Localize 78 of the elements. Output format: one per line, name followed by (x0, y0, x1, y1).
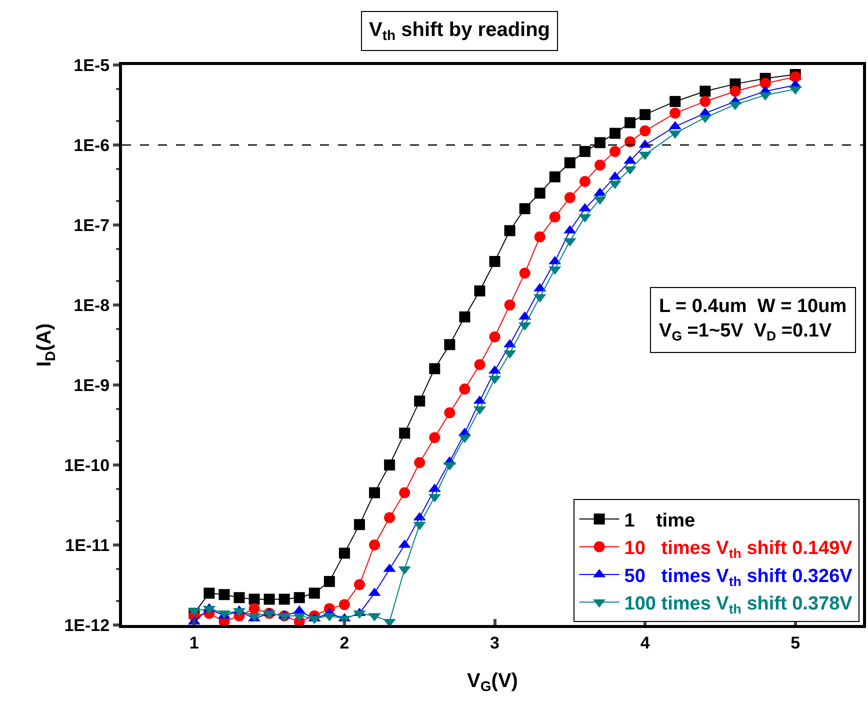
x-tick-label: 2 (340, 633, 350, 652)
x-tick-label: 4 (640, 633, 650, 652)
point (278, 594, 290, 605)
x-axis-title: V$_{G}$(V) (467, 670, 518, 694)
point (579, 176, 590, 187)
point (248, 603, 260, 614)
legend-label: 50 times V$_{th}$ shift 0.326V (624, 566, 853, 589)
y-tick-label: 1E-7 (74, 216, 110, 235)
point (234, 592, 245, 604)
point (549, 171, 560, 182)
point (429, 432, 440, 444)
x-tick-label: 5 (790, 633, 800, 652)
legend-label: 10 times V$_{th}$ shift 0.149V (624, 538, 853, 562)
y-tick-label: 1E-12 (64, 616, 110, 635)
point (264, 594, 275, 605)
point (384, 512, 396, 524)
point (354, 579, 365, 590)
point (519, 203, 530, 214)
y-tick-label: 1E-10 (64, 456, 110, 475)
point (474, 285, 486, 296)
point (474, 359, 486, 370)
point (248, 594, 260, 605)
point (459, 311, 470, 322)
point (399, 487, 410, 498)
point (489, 256, 500, 267)
annotation: L = 0.4um W = 10um V$_{G}$ =1~5V V$_{D}$ =0.1V (659, 296, 847, 344)
point (640, 125, 651, 136)
point (384, 460, 396, 470)
legend-label: 1 time (624, 510, 696, 532)
point (429, 363, 440, 374)
point (308, 588, 320, 599)
point (594, 160, 606, 171)
point (459, 384, 470, 395)
x-tick-label: 3 (490, 633, 500, 652)
point (218, 589, 230, 600)
point (624, 136, 636, 148)
point (369, 540, 380, 550)
y-tick-label: 1E-8 (74, 296, 110, 315)
point (564, 192, 576, 204)
chart-title: V$_{th}$ shift by reading (369, 19, 550, 44)
point (444, 407, 456, 418)
point (294, 592, 305, 604)
point (640, 109, 651, 120)
point (414, 457, 426, 468)
y-tick-label: 1E-6 (74, 136, 110, 155)
point (549, 211, 560, 222)
point (504, 225, 516, 236)
point (504, 300, 516, 310)
point (354, 519, 365, 530)
y-tick-label: 1E-11 (65, 536, 110, 555)
point (579, 146, 590, 157)
point (700, 86, 711, 97)
point (624, 117, 636, 128)
point (399, 428, 410, 439)
point (534, 231, 546, 242)
point (594, 137, 606, 148)
point (610, 146, 620, 157)
legend-label: 100 times V$_{th}$ shift 0.378V (624, 594, 853, 617)
point (338, 599, 350, 610)
point (414, 396, 426, 407)
point (730, 86, 741, 97)
point (610, 128, 620, 139)
point (564, 157, 576, 168)
point (760, 78, 771, 89)
point (489, 331, 500, 342)
point (534, 188, 546, 199)
point (670, 108, 681, 119)
point (700, 96, 711, 107)
x-tick-label: 1 (189, 633, 199, 652)
point (324, 576, 335, 587)
point (338, 548, 350, 559)
y-tick-label: 1E-5 (74, 56, 110, 75)
point (670, 96, 681, 107)
point (369, 487, 380, 498)
point (444, 339, 456, 350)
point (204, 588, 215, 599)
point (519, 268, 530, 279)
y-tick-label: 1E-9 (74, 376, 110, 395)
